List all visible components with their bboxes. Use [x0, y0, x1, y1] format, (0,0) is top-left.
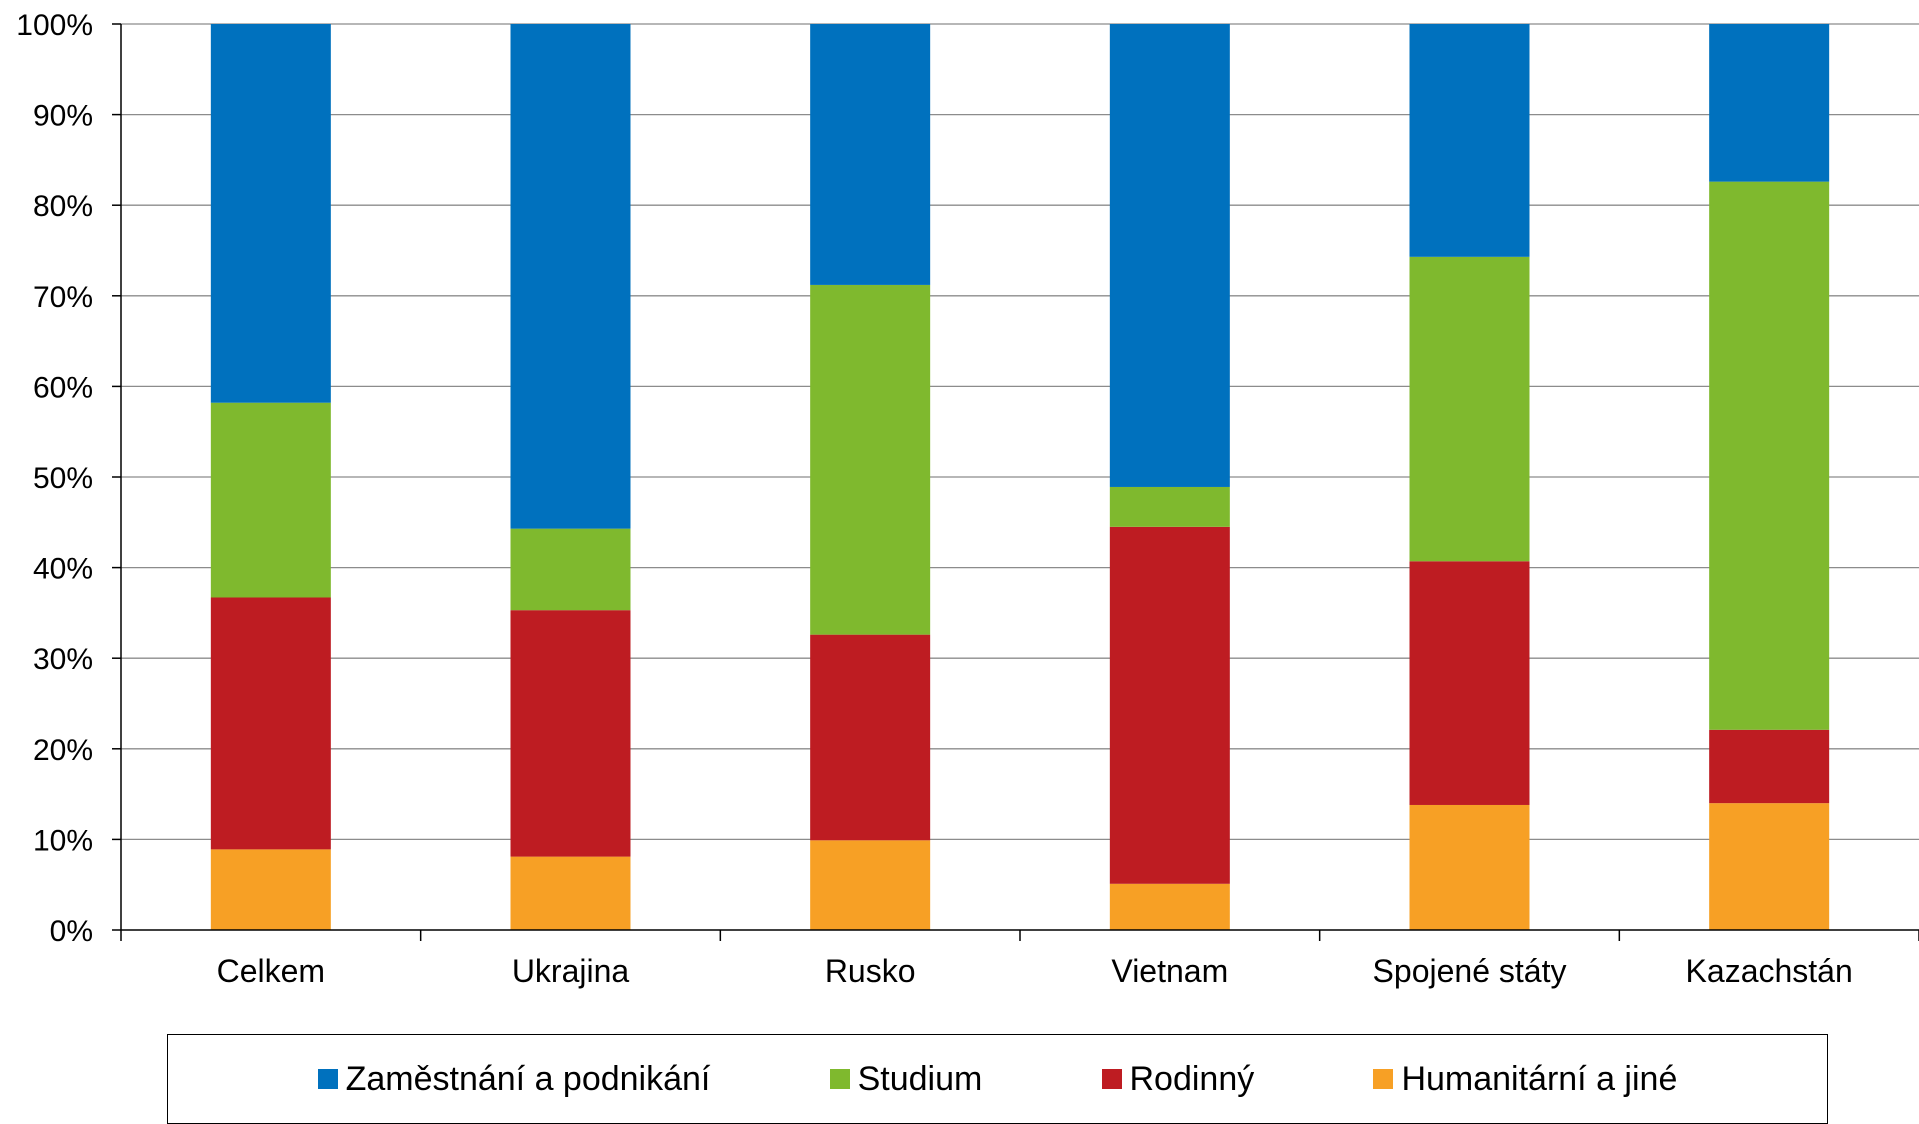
legend-swatch — [829, 1069, 850, 1089]
x-tick-label: Vietnam — [1111, 953, 1228, 989]
x-tick-label: Kazachstán — [1686, 953, 1853, 989]
legend-swatch — [1101, 1069, 1122, 1089]
bar-segment — [1709, 181, 1830, 730]
y-tick-label: 50% — [33, 462, 93, 495]
y-tick-label: 80% — [33, 190, 93, 223]
bar-segment — [1709, 729, 1830, 804]
bar-segment — [1109, 24, 1230, 487]
bar-segment — [810, 24, 931, 285]
bar-segment — [1409, 804, 1530, 930]
y-tick-label: 60% — [33, 371, 93, 404]
legend-label: Studium — [857, 1059, 983, 1098]
y-tick-label: 40% — [33, 553, 93, 586]
bar-segment — [510, 528, 631, 611]
y-tick-label: 30% — [33, 643, 93, 676]
x-tick-label: Celkem — [217, 953, 325, 989]
legend-label: Rodinný — [1129, 1059, 1255, 1098]
bar-segment — [1409, 256, 1530, 562]
bar-segment — [210, 597, 331, 850]
bar-segment — [210, 402, 331, 598]
x-tick-label: Spojené státy — [1373, 953, 1567, 989]
bar-segment — [210, 24, 331, 403]
y-tick-labels: 0% 10% 20% 30% 40% 50% 60% 70% 80% 90% 100% — [16, 9, 93, 948]
bar-segment — [1109, 883, 1230, 930]
grid-lines — [121, 23, 1919, 841]
bar-segment — [510, 610, 631, 857]
axes — [112, 23, 1919, 941]
y-tick-label: 100% — [16, 9, 93, 42]
bar-segment — [810, 284, 931, 635]
bar-segment — [1709, 24, 1830, 182]
bar-segment — [1109, 526, 1230, 884]
bar-segment — [510, 856, 631, 930]
bar-segment — [1409, 561, 1530, 805]
bar-segment — [510, 24, 631, 529]
x-tick-labels: Celkem Ukrajina Rusko Vietnam Spojené státy K… — [217, 953, 1853, 989]
x-tick-label: Ukrajina — [512, 953, 630, 989]
legend-label: Humanitární a jiné — [1401, 1059, 1678, 1098]
y-tick-label: 70% — [33, 281, 93, 314]
x-tick-label: Rusko — [825, 953, 916, 989]
y-tick-label: 90% — [33, 100, 93, 133]
bar-segment — [210, 849, 331, 930]
legend-item: Studium — [829, 1059, 983, 1099]
bars — [210, 24, 1830, 930]
y-tick-label: 10% — [33, 824, 93, 857]
legend: Zaměstnání a podnikání Studium Rodinný Huma… — [167, 1034, 1828, 1124]
legend-label: Zaměstnání a podnikání — [345, 1059, 711, 1098]
legend-swatch — [1373, 1069, 1394, 1089]
bar-segment — [810, 634, 931, 841]
y-tick-label: 0% — [50, 915, 93, 948]
bar-segment — [1709, 803, 1830, 930]
legend-item: Humanitární a jiné — [1373, 1060, 1677, 1099]
y-tick-label: 20% — [33, 734, 93, 767]
bar-segment — [1109, 486, 1230, 527]
legend-item: Rodinný — [1101, 1059, 1255, 1099]
legend-swatch — [317, 1069, 338, 1089]
bar-segment — [1409, 24, 1530, 257]
legend-item: Zaměstnání a podnikání — [317, 1059, 711, 1099]
bar-segment — [810, 840, 931, 930]
